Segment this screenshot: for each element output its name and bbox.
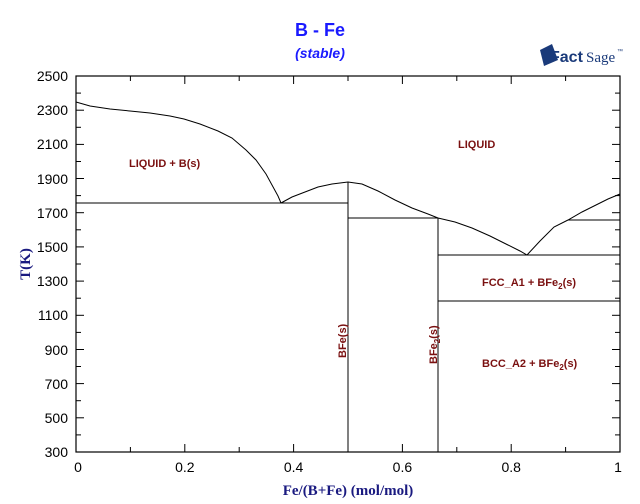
region-liquid: LIQUID [458, 139, 495, 151]
y-tick-label: 700 [45, 376, 69, 392]
y-tick-labels: 2500 2300 2100 1900 1700 1500 1300 1100 … [37, 68, 68, 460]
logo-tm: ™ [617, 48, 623, 55]
y-tick-label: 900 [45, 342, 69, 358]
x-tick-label: 0.6 [393, 459, 413, 475]
x-tick-label: 0.8 [501, 459, 521, 475]
chart-title: B - Fe [294, 20, 345, 40]
logo-sage-text: Sage [586, 50, 616, 66]
x-tick-labels: 0 0.2 0.4 0.6 0.8 1 [74, 459, 622, 475]
liquidus-bfe [280, 181, 439, 219]
chart-subtitle: (stable) [295, 45, 345, 61]
y-tick-label: 300 [45, 444, 69, 460]
x-tick-label: 1 [614, 459, 622, 475]
y-tick-label: 2500 [37, 68, 68, 84]
phase-boundaries [75, 101, 621, 452]
y-tick-label: 1500 [37, 239, 68, 255]
x-ticks [129, 76, 567, 452]
y-tick-label: 500 [45, 410, 69, 426]
x-axis-title: Fe/(B+Fe) (mol/mol) [283, 483, 414, 499]
region-liquid-b: LIQUID + B(s) [129, 158, 201, 170]
logo-fact-text: Fact [550, 49, 584, 66]
x-tick-label: 0.4 [284, 459, 304, 475]
y-tick-label: 1700 [37, 205, 68, 221]
region-fcc-bfe2: FCC_A1 + BFe2(s) [482, 277, 576, 291]
factsage-logo: Fact Sage ™ [540, 44, 623, 66]
x-tick-label: 0 [74, 459, 82, 475]
x-tick-label: 0.2 [175, 459, 195, 475]
y-axis-title: T(K) [18, 248, 34, 280]
y-tick-label: 2100 [37, 136, 68, 152]
liquidus-bfe2 [437, 217, 528, 256]
region-bfe2: BFe2(s) [428, 325, 442, 364]
logo-diamond-icon [540, 44, 558, 66]
liquidus-b-rich [75, 101, 282, 204]
liquidus-fe-rich [526, 193, 621, 256]
y-tick-label: 1300 [37, 273, 68, 289]
y-tick-label: 1100 [38, 307, 68, 323]
y-tick-label: 2300 [37, 102, 68, 118]
y-tick-label: 1900 [37, 171, 68, 187]
region-bfe: BFe(s) [337, 323, 349, 358]
region-bcc-bfe2: BCC_A2 + BFe2(s) [482, 358, 578, 372]
